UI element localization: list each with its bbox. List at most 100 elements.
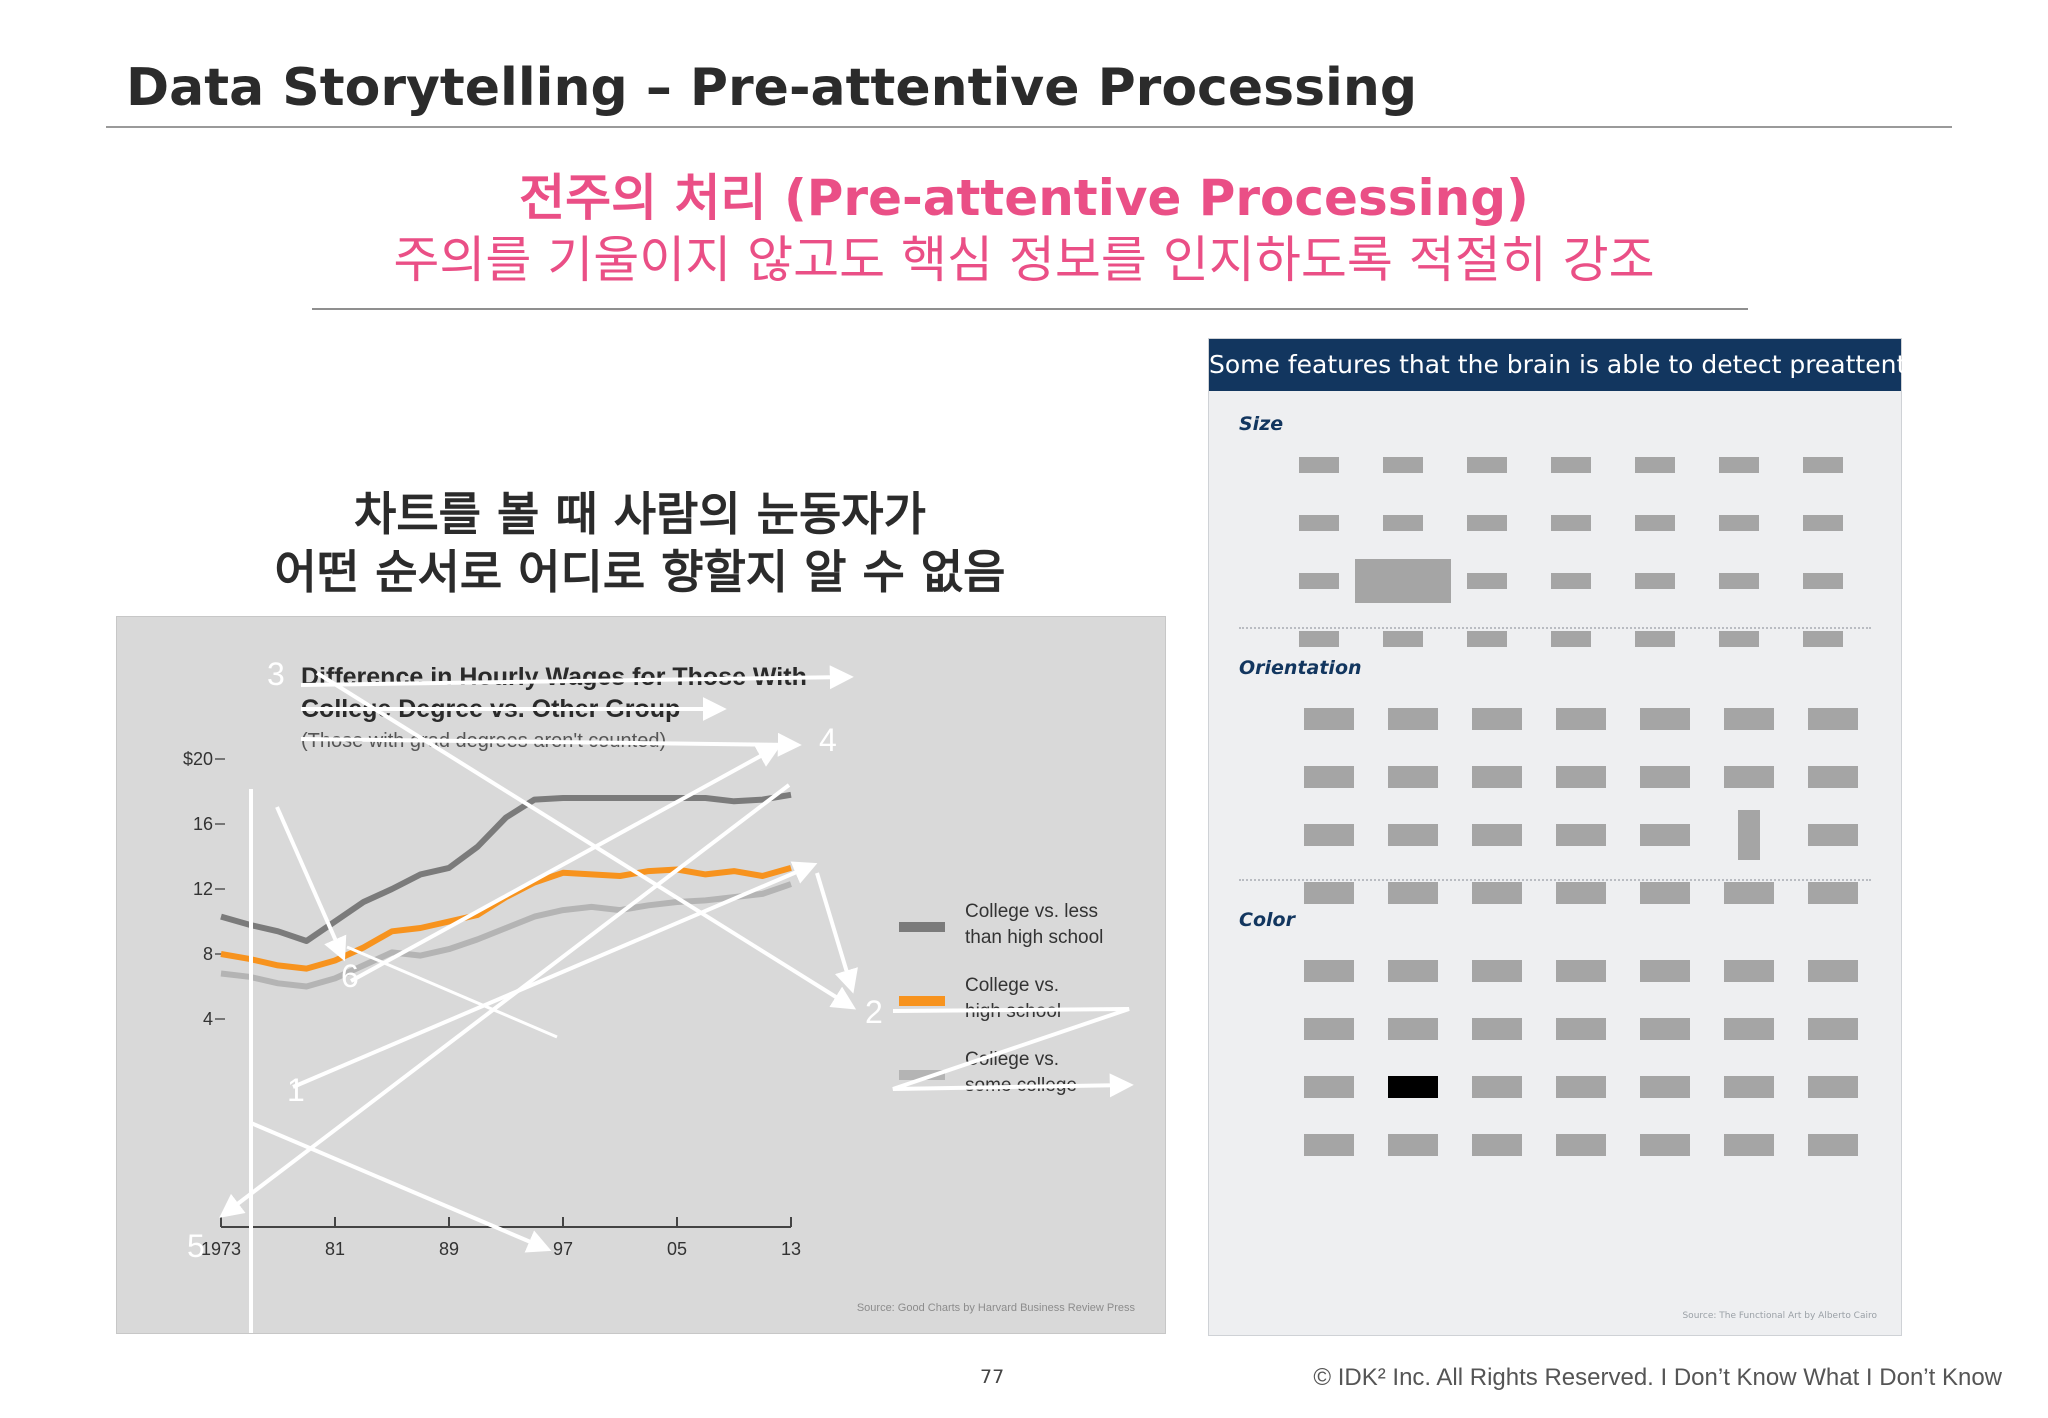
feature-cell [1640, 824, 1690, 846]
feature-cell [1724, 766, 1774, 788]
feature-cell [1640, 1076, 1690, 1098]
feature-cell [1304, 960, 1354, 982]
feature-cell [1472, 766, 1522, 788]
feature-cell [1304, 1076, 1354, 1098]
feature-cell [1724, 960, 1774, 982]
feature-cell [1304, 1134, 1354, 1156]
panel-header: Some features that the brain is able to … [1209, 339, 1965, 391]
feature-cell [1635, 515, 1675, 531]
x-axis: 1973 81 89 97 05 13 [201, 1217, 801, 1259]
y-tick-label: 4 [203, 1009, 213, 1029]
y-axis: $20 16 12 8 4 [183, 749, 225, 1029]
x-tick-label: 1973 [201, 1239, 241, 1259]
feature-cell [1556, 708, 1606, 730]
legend-label: College vs. [965, 1049, 1059, 1070]
feature-cell [1388, 1134, 1438, 1156]
feature-cell [1388, 708, 1438, 730]
feature-cell [1803, 573, 1843, 589]
feature-cell [1299, 573, 1339, 589]
x-tick-label: 81 [325, 1239, 345, 1259]
step-number-5: 5 [187, 1228, 205, 1264]
feature-cell [1383, 631, 1423, 647]
feature-cell [1724, 1018, 1774, 1040]
section-divider [1239, 879, 1871, 881]
feature-cell [1388, 1018, 1438, 1040]
eye-arrow-segment [346, 945, 558, 1039]
eye-arrow-segment [275, 806, 347, 962]
feature-cell [1299, 457, 1339, 473]
step-number-1: 1 [287, 1072, 305, 1108]
legend-label: than high school [965, 927, 1103, 948]
feature-cell [1635, 631, 1675, 647]
heading-korean-subtitle: 주의를 기울이지 않고도 핵심 정보를 인지하도록 적절히 강조 [393, 231, 1655, 289]
eye-arrow-segment [815, 872, 858, 994]
heading-korean-title: 전주의 처리 (Pre-attentive Processing) [519, 169, 1529, 227]
feature-cell [1299, 515, 1339, 531]
page-number: 77 [980, 1366, 1005, 1388]
eye-movement-note-line2: 어떤 순서로 어디로 향할지 알 수 없음 [274, 545, 1006, 599]
feature-cell [1635, 457, 1675, 473]
feature-cell-highlight [1355, 559, 1451, 603]
feature-cell [1556, 960, 1606, 982]
feature-cell [1556, 882, 1606, 904]
feature-cell [1551, 515, 1591, 531]
section-label: Size [1239, 413, 1284, 435]
feature-cell [1724, 1134, 1774, 1156]
wage-chart-svg: Difference in Hourly Wages for Those Wit… [183, 656, 1136, 1399]
feature-cell [1467, 515, 1507, 531]
feature-cell [1640, 766, 1690, 788]
eye-movement-note-line1: 차트를 볼 때 사람의 눈동자가 [354, 487, 926, 541]
feature-cell [1472, 708, 1522, 730]
feature-cell [1551, 573, 1591, 589]
heading-divider [312, 308, 1748, 310]
feature-cell [1556, 1018, 1606, 1040]
section-label: Orientation [1239, 657, 1362, 679]
feature-cell [1472, 960, 1522, 982]
feature-cell [1556, 1134, 1606, 1156]
eye-path-arrows [219, 665, 1134, 1399]
feature-cell [1803, 515, 1843, 531]
feature-cell [1304, 824, 1354, 846]
legend-label: College vs. less [965, 901, 1098, 922]
feature-cell [1472, 1134, 1522, 1156]
feature-cell [1640, 708, 1690, 730]
feature-cell [1808, 708, 1858, 730]
feature-cell [1724, 1076, 1774, 1098]
feature-cell [1719, 515, 1759, 531]
feature-cell [1472, 1018, 1522, 1040]
x-tick-label: 89 [439, 1239, 459, 1259]
x-tick-label: 97 [553, 1239, 573, 1259]
feature-cell [1304, 882, 1354, 904]
feature-cell [1388, 960, 1438, 982]
feature-cell [1299, 631, 1339, 647]
feature-cell [1388, 824, 1438, 846]
eye-arrow-segment [892, 1007, 1134, 1098]
eye-arrow-segment [292, 861, 818, 1089]
copyright-notice: © IDK² Inc. All Rights Reserved. I Don’t… [1313, 1364, 2002, 1391]
feature-cell [1304, 708, 1354, 730]
feature-cell [1808, 882, 1858, 904]
eye-arrow-segment [300, 665, 854, 690]
feature-cell [1808, 824, 1858, 846]
slide-title: Data Storytelling – Pre-attentive Proces… [126, 58, 1418, 118]
eye-arrow-segment [350, 744, 782, 983]
feature-cell [1472, 882, 1522, 904]
chart-source: Source: Good Charts by Harvard Business … [857, 1302, 1136, 1314]
feature-cell [1304, 766, 1354, 788]
feature-cell [1388, 766, 1438, 788]
feature-cell [1803, 631, 1843, 647]
panel-source: Source: The Functional Art by Alberto Ca… [1682, 1311, 1877, 1321]
feature-cell [1808, 960, 1858, 982]
y-tick-label: 16 [193, 814, 213, 834]
feature-cell-highlight [1738, 810, 1760, 860]
feature-cell [1388, 882, 1438, 904]
eye-arrow-segment [250, 1121, 552, 1253]
feature-cell [1640, 882, 1690, 904]
wage-line-chart: Difference in Hourly Wages for Those Wit… [116, 616, 1166, 1399]
feature-cell [1467, 573, 1507, 589]
feature-cell [1640, 960, 1690, 982]
section-label: Color [1239, 909, 1295, 931]
feature-cell [1472, 1076, 1522, 1098]
preattentive-features-panel: Some features that the brain is able to … [1208, 338, 1965, 1336]
eye-arrow-segment [219, 783, 791, 1218]
